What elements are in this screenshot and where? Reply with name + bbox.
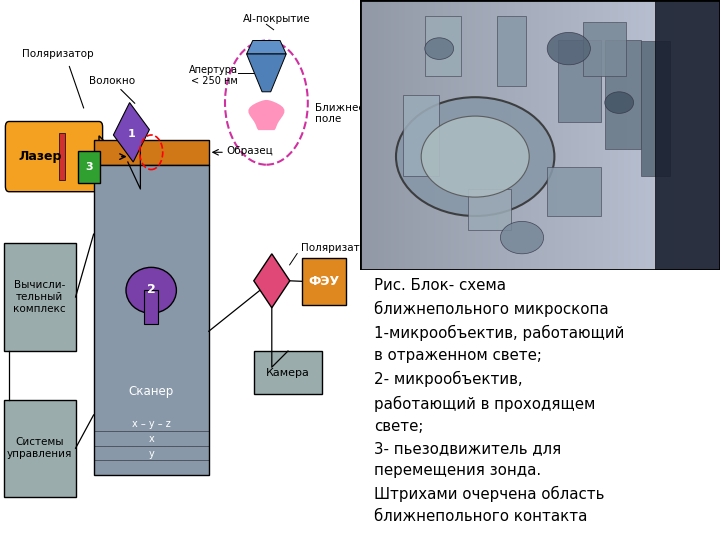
- Text: Поляризатор: Поляризатор: [301, 244, 372, 253]
- Bar: [425, 16, 461, 76]
- Bar: [78, 151, 100, 183]
- Circle shape: [396, 97, 554, 216]
- Bar: [468, 189, 511, 230]
- Text: Рис. Блок- схема
ближнепольного микроскопа
1-микрообъектив, работающий
в отражен: Рис. Блок- схема ближнепольного микроско…: [374, 278, 625, 524]
- Bar: [302, 258, 346, 305]
- Text: ФЭУ: ФЭУ: [308, 275, 340, 288]
- Polygon shape: [253, 254, 289, 308]
- Bar: [641, 40, 670, 176]
- Ellipse shape: [126, 267, 176, 313]
- Bar: [253, 351, 322, 394]
- Text: Al-покрытие: Al-покрытие: [243, 14, 311, 24]
- Polygon shape: [248, 100, 284, 130]
- FancyBboxPatch shape: [6, 122, 103, 192]
- Bar: [497, 16, 526, 86]
- Bar: [94, 140, 209, 165]
- Text: 1: 1: [127, 129, 135, 139]
- Text: Поляризатор: Поляризатор: [22, 49, 94, 59]
- Text: Системы
управления: Системы управления: [7, 437, 72, 459]
- Text: Вычисли-
тельный
комплекс: Вычисли- тельный комплекс: [13, 280, 66, 314]
- Circle shape: [547, 32, 590, 65]
- Circle shape: [605, 92, 634, 113]
- Bar: [583, 22, 626, 76]
- Polygon shape: [246, 54, 287, 92]
- Polygon shape: [114, 103, 150, 162]
- Text: x: x: [148, 434, 154, 444]
- Text: 2: 2: [147, 283, 156, 296]
- Text: Апертура
< 250 нм: Апертура < 250 нм: [189, 65, 238, 86]
- Bar: [655, 0, 720, 270]
- Bar: [94, 165, 209, 475]
- Bar: [58, 133, 65, 180]
- Text: 3: 3: [86, 162, 93, 172]
- Text: Сканер: Сканер: [129, 385, 174, 398]
- Bar: [547, 167, 601, 216]
- Text: Образец: Образец: [227, 146, 274, 156]
- Text: Камера: Камера: [266, 368, 310, 377]
- Bar: [403, 94, 439, 176]
- Circle shape: [425, 38, 454, 59]
- Text: Волокно: Волокно: [89, 76, 135, 86]
- Bar: [558, 40, 601, 122]
- Text: x – y – z: x – y – z: [132, 420, 171, 429]
- Text: Ближнее
поле: Ближнее поле: [315, 103, 365, 124]
- Circle shape: [421, 116, 529, 197]
- Bar: [4, 243, 76, 351]
- Polygon shape: [246, 40, 287, 54]
- Circle shape: [500, 221, 544, 254]
- Bar: [605, 40, 641, 148]
- Text: y: y: [148, 449, 154, 458]
- Bar: [4, 400, 76, 497]
- Bar: [144, 291, 158, 324]
- Polygon shape: [99, 136, 119, 177]
- Text: Лазер: Лазер: [19, 150, 62, 163]
